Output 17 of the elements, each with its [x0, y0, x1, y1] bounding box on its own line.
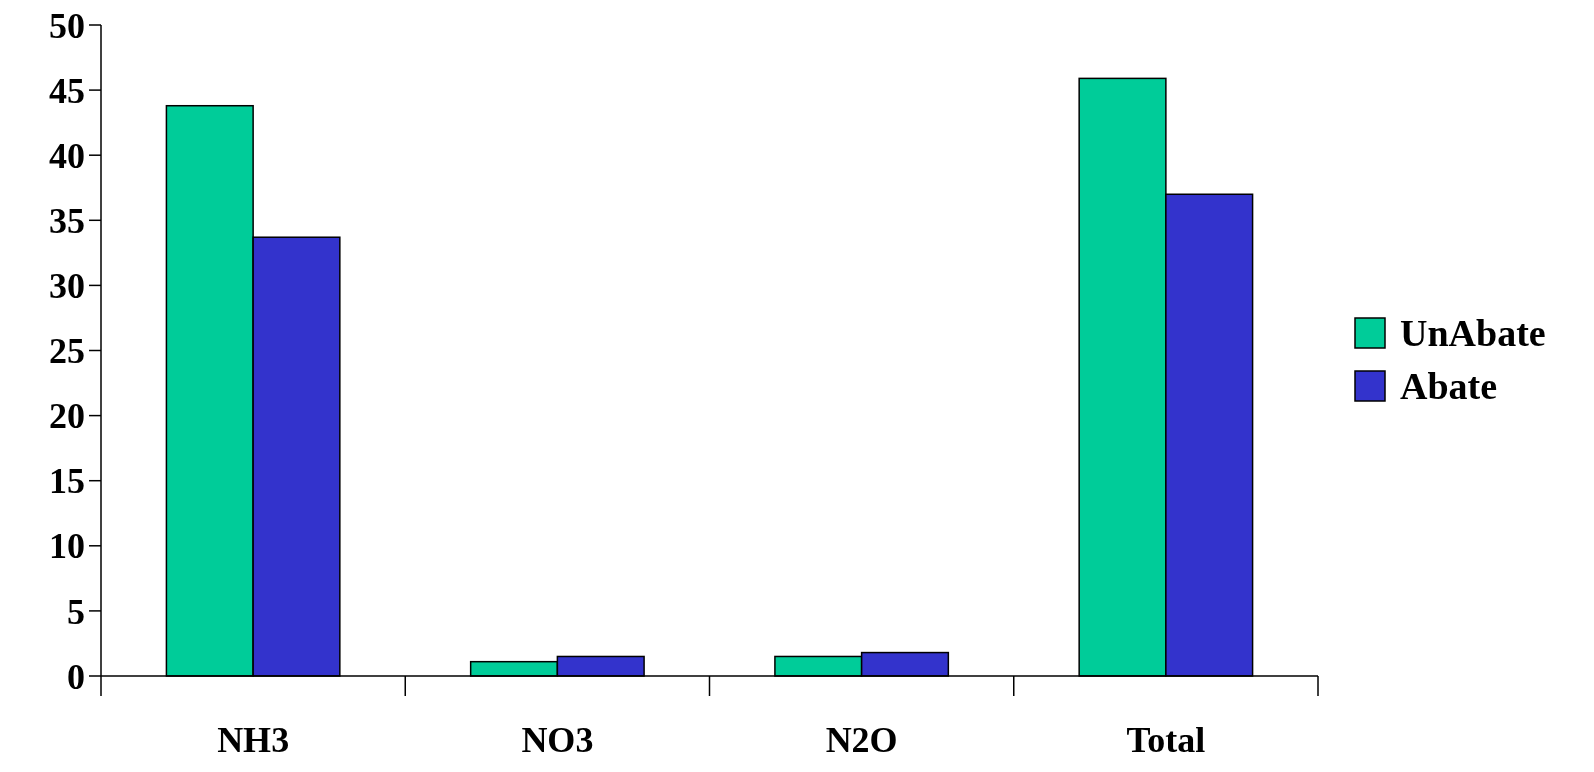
y-tick-label: 25: [49, 331, 85, 372]
y-tick-label: 45: [49, 70, 85, 111]
y-tick-label: 35: [49, 200, 85, 241]
legend-label: UnAbate: [1400, 312, 1546, 355]
x-tick-label: NH3: [217, 720, 290, 760]
y-tick-label: 30: [49, 266, 85, 306]
x-tick-label: N2O: [825, 720, 898, 760]
y-tick-label: 5: [67, 591, 85, 632]
x-tick-label: NO3: [521, 720, 594, 760]
y-tick-label: 10: [49, 526, 85, 567]
legend-label: Abate: [1400, 365, 1498, 408]
y-tick-label: 20: [49, 396, 85, 437]
y-tick-label: 50: [49, 5, 85, 46]
x-tick-label: Total: [1126, 720, 1206, 760]
y-tick-label: 0: [67, 656, 85, 697]
y-tick-label: 15: [49, 461, 85, 502]
y-tick-label: 40: [49, 135, 85, 176]
